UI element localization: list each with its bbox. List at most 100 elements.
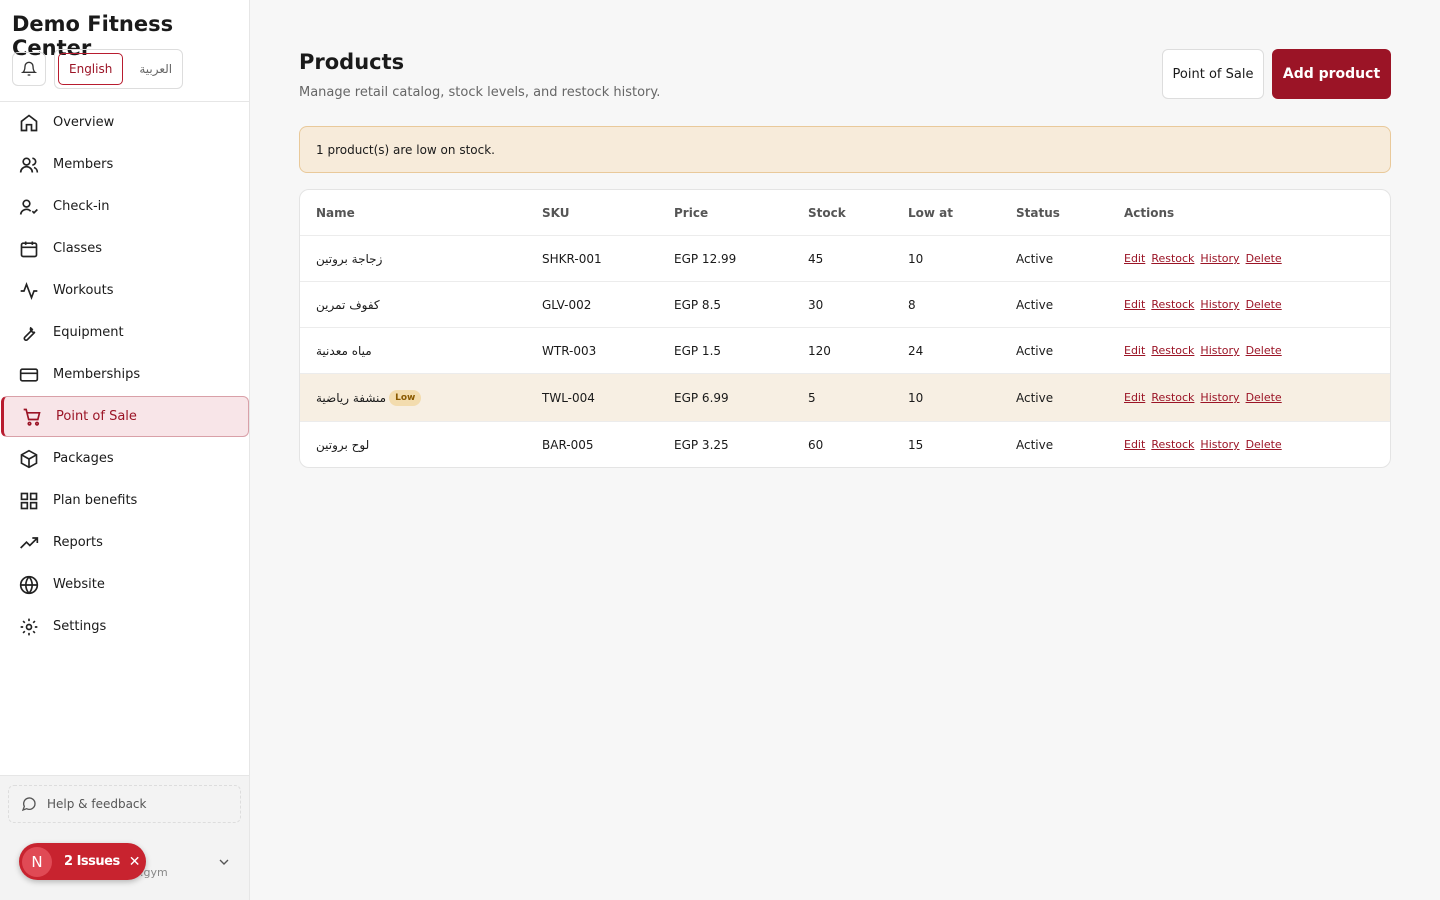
nav-label: Website: [53, 577, 105, 592]
action-link[interactable]: Delete: [1245, 252, 1282, 265]
actions-cell: Edit Restock History Delete: [1124, 422, 1288, 467]
nav-icon: [19, 157, 39, 173]
table-row: كفوف تمرين GLV-002 EGP 8.5 30 8 Active Edit Res…: [300, 282, 1390, 328]
notifications-button[interactable]: [12, 52, 46, 86]
action-link[interactable]: History: [1200, 438, 1240, 451]
page-title: Products: [299, 50, 405, 74]
nav-item[interactable]: Website: [1, 564, 249, 605]
action-link[interactable]: Edit: [1124, 438, 1146, 451]
table-cell: 30: [808, 282, 823, 327]
nav-item[interactable]: Plan benefits: [1, 480, 249, 521]
action-link[interactable]: History: [1200, 298, 1240, 311]
cell-text: SHKR-001: [542, 251, 602, 266]
nav-icon: [20, 449, 38, 468]
nav-item[interactable]: Overview: [1, 102, 249, 143]
action-link[interactable]: Delete: [1245, 391, 1282, 404]
table-cell: EGP 1.5: [674, 328, 721, 373]
table-cell: لوح بروتين: [316, 422, 369, 467]
column-header: Stock: [808, 205, 846, 220]
nav-item[interactable]: Reports: [1, 522, 249, 563]
cell-text: 24: [908, 343, 924, 358]
nav-item[interactable]: Check-in: [1, 186, 249, 227]
nav-item[interactable]: Settings: [1, 606, 249, 647]
table-cell: SHKR-001: [542, 236, 602, 281]
table-cell: منشفة رياضية Low: [316, 374, 422, 421]
table-row: مياه معدنية WTR-003 EGP 1.5 120 24 Active Edit…: [300, 328, 1390, 374]
table-cell: 5: [808, 374, 816, 421]
action-link[interactable]: Edit: [1124, 391, 1146, 404]
table-cell: 8: [908, 282, 916, 327]
cell-text: 60: [808, 437, 824, 452]
cell-text: منشفة رياضية: [316, 390, 387, 405]
cell-text: TWL-004: [542, 390, 595, 405]
column-header: Status: [1016, 205, 1060, 220]
table-cell: EGP 3.25: [674, 422, 729, 467]
column-header: Actions: [1124, 205, 1175, 220]
table-cell: Active: [1016, 422, 1053, 467]
action-link[interactable]: Delete: [1245, 298, 1282, 311]
add-product-button[interactable]: Add product: [1272, 49, 1391, 99]
action-link[interactable]: Restock: [1151, 391, 1195, 404]
table-cell: مياه معدنية: [316, 328, 372, 373]
cell-text: EGP 8.5: [674, 297, 722, 312]
help-button[interactable]: Help & feedback: [8, 785, 241, 823]
account-menu[interactable]: [216, 854, 232, 870]
action-link[interactable]: Restock: [1151, 438, 1195, 451]
cell-text: WTR-003: [542, 343, 597, 358]
cell-text: Active: [1016, 390, 1054, 405]
nav-item[interactable]: Members: [1, 144, 249, 185]
language-option[interactable]: English: [58, 53, 124, 85]
language-option[interactable]: العربية: [139, 62, 173, 76]
table-cell: 120: [808, 328, 831, 373]
table-header: Name SKU Price Stock Low at Status Actions: [300, 190, 1390, 236]
action-link[interactable]: Restock: [1151, 298, 1195, 311]
cell-text: 5: [808, 390, 816, 405]
table-cell: GLV-002: [542, 282, 591, 327]
cell-text: EGP 1.5: [674, 343, 722, 358]
cell-text: 120: [808, 343, 831, 358]
nav-item[interactable]: Memberships: [1, 354, 249, 395]
cell-text: 45: [808, 251, 824, 266]
nav-label: Reports: [53, 535, 103, 550]
nav-item[interactable]: Workouts: [1, 270, 249, 311]
actions-cell: Edit Restock History Delete: [1124, 328, 1288, 373]
nav-label: Plan benefits: [53, 493, 138, 508]
action-link[interactable]: Edit: [1124, 252, 1146, 265]
table-row: لوح بروتين BAR-005 EGP 3.25 60 15 Active Edit R…: [300, 422, 1390, 467]
table-cell: 24: [908, 328, 923, 373]
action-link[interactable]: Edit: [1124, 298, 1146, 311]
table-cell: 10: [908, 236, 923, 281]
products-table: Name SKU Price Stock Low at Status Actions زجاج…: [299, 189, 1391, 468]
cell-text: EGP 3.25: [674, 437, 729, 452]
nav-icon: [23, 408, 41, 426]
action-link[interactable]: History: [1200, 391, 1240, 404]
nav-item[interactable]: Point of Sale: [1, 396, 249, 437]
action-link[interactable]: Restock: [1151, 252, 1195, 265]
action-link[interactable]: History: [1200, 252, 1240, 265]
cell-text: 10: [908, 251, 924, 266]
cell-text: كفوف تمرين: [316, 297, 380, 312]
action-link[interactable]: Edit: [1124, 344, 1146, 357]
table-cell: 10: [908, 374, 923, 421]
pos-button[interactable]: Point of Sale: [1162, 49, 1264, 99]
nav-icon: [20, 536, 39, 549]
action-link[interactable]: Delete: [1245, 344, 1282, 357]
cell-text: Active: [1016, 343, 1054, 358]
action-link[interactable]: History: [1200, 344, 1240, 357]
column-header: SKU: [542, 205, 570, 220]
action-link[interactable]: Delete: [1245, 438, 1282, 451]
actions-cell: Edit Restock History Delete: [1124, 374, 1288, 421]
nav-item[interactable]: Classes: [1, 228, 249, 269]
table-cell: 45: [808, 236, 823, 281]
cell-text: 10: [908, 390, 924, 405]
nav-icon: [20, 492, 38, 509]
nav-item[interactable]: Packages: [1, 438, 249, 479]
actions-cell: Edit Restock History Delete: [1124, 282, 1288, 327]
sidebar: Demo Fitness Center English العربية Overv…: [0, 0, 250, 900]
cell-text: EGP 12.99: [674, 251, 737, 266]
action-link[interactable]: Restock: [1151, 344, 1195, 357]
nav-item[interactable]: Equipment: [1, 312, 249, 353]
table-cell: EGP 12.99: [674, 236, 736, 281]
